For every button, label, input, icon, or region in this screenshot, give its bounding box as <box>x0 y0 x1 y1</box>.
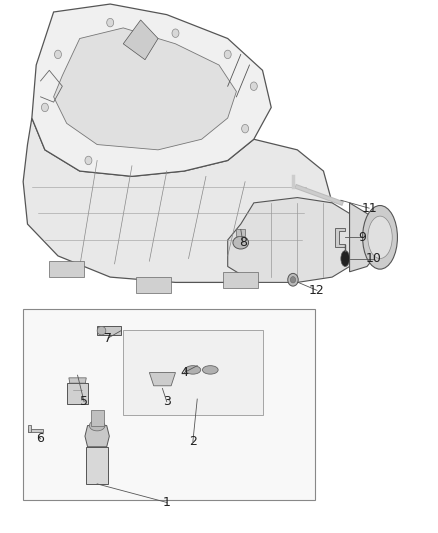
Ellipse shape <box>363 206 397 269</box>
Polygon shape <box>23 118 332 282</box>
Text: 7: 7 <box>104 332 112 344</box>
Polygon shape <box>28 429 43 432</box>
Polygon shape <box>335 228 345 247</box>
Ellipse shape <box>251 82 257 91</box>
Polygon shape <box>91 410 104 425</box>
Polygon shape <box>69 378 86 383</box>
Polygon shape <box>223 272 258 288</box>
Polygon shape <box>228 198 367 282</box>
Ellipse shape <box>85 156 92 165</box>
Text: 12: 12 <box>309 284 325 297</box>
Text: 3: 3 <box>163 395 171 408</box>
Ellipse shape <box>224 50 231 59</box>
Ellipse shape <box>368 216 392 259</box>
Ellipse shape <box>242 124 249 133</box>
Polygon shape <box>350 203 389 272</box>
Ellipse shape <box>288 273 298 286</box>
FancyBboxPatch shape <box>123 330 262 415</box>
Text: 11: 11 <box>361 201 377 215</box>
Polygon shape <box>86 447 108 484</box>
Ellipse shape <box>290 277 296 283</box>
Text: 4: 4 <box>180 366 188 379</box>
Polygon shape <box>97 326 121 335</box>
Text: 8: 8 <box>239 236 247 249</box>
Ellipse shape <box>107 18 114 27</box>
Text: 9: 9 <box>359 231 367 244</box>
Text: 6: 6 <box>37 432 45 446</box>
Polygon shape <box>28 425 31 432</box>
Text: 5: 5 <box>80 395 88 408</box>
FancyBboxPatch shape <box>23 309 315 500</box>
Polygon shape <box>85 425 110 447</box>
Polygon shape <box>123 20 158 60</box>
Ellipse shape <box>97 326 106 335</box>
Polygon shape <box>237 229 245 236</box>
Text: 2: 2 <box>189 435 197 448</box>
Ellipse shape <box>341 251 350 266</box>
Ellipse shape <box>233 236 249 249</box>
Polygon shape <box>136 277 171 293</box>
Ellipse shape <box>202 366 218 374</box>
Ellipse shape <box>172 29 179 37</box>
Ellipse shape <box>185 366 201 374</box>
Text: 1: 1 <box>163 496 171 509</box>
Ellipse shape <box>54 50 61 59</box>
Polygon shape <box>53 28 237 150</box>
Polygon shape <box>67 383 88 405</box>
Polygon shape <box>149 373 176 386</box>
Ellipse shape <box>42 103 48 112</box>
Polygon shape <box>49 261 84 277</box>
Ellipse shape <box>89 420 105 431</box>
Text: 10: 10 <box>366 252 381 265</box>
Polygon shape <box>32 4 271 176</box>
